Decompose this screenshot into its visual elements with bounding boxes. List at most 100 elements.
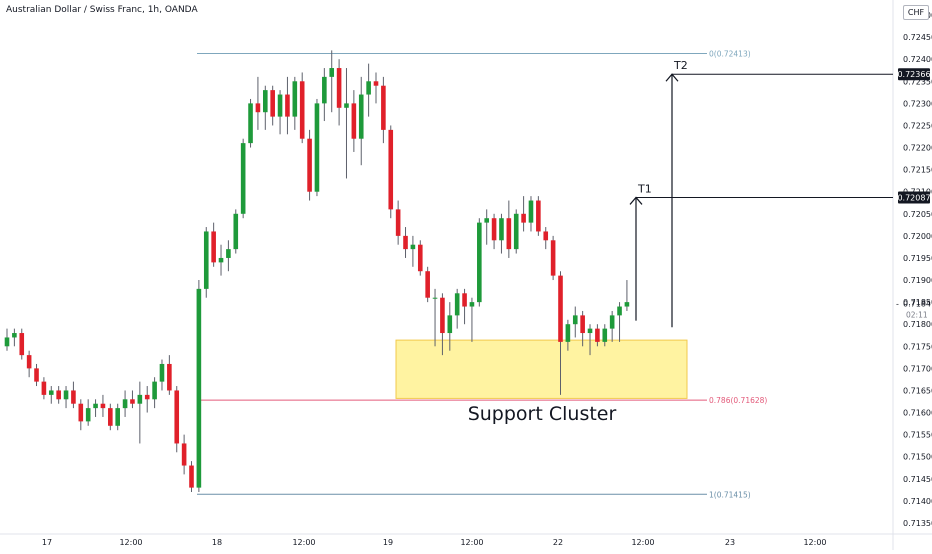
currency-label[interactable]: CHF — [903, 5, 929, 20]
candle-body — [469, 302, 475, 307]
candle-body — [181, 443, 187, 466]
candle — [181, 434, 187, 475]
x-tick-label: 23 — [725, 538, 735, 547]
candle-body — [410, 244, 416, 250]
candle — [388, 125, 394, 219]
candle-body — [314, 103, 320, 192]
last-price-tick: - — [896, 299, 899, 308]
candle-body — [550, 240, 556, 276]
candle — [189, 461, 194, 493]
candle-body — [609, 315, 615, 329]
candle — [130, 390, 135, 409]
candle — [425, 266, 430, 303]
candle — [167, 355, 172, 395]
candle — [572, 306, 578, 338]
candle — [373, 72, 379, 104]
candle-body — [240, 143, 246, 214]
last-price-label: 0.71847 — [903, 299, 932, 308]
candle-body — [513, 213, 519, 250]
candle — [299, 72, 305, 144]
candle — [484, 209, 489, 245]
candle-body — [285, 94, 290, 117]
candle-body — [477, 222, 482, 303]
candle-body — [203, 231, 209, 289]
candle-body — [130, 399, 135, 404]
candle-body — [189, 465, 194, 488]
candle-body — [152, 381, 157, 400]
candle-body — [270, 90, 275, 117]
candle — [395, 200, 401, 245]
candle — [381, 76, 386, 144]
candle — [462, 288, 467, 325]
candle — [4, 328, 10, 351]
candle-body — [263, 90, 268, 113]
x-tick-label: 12:00 — [631, 538, 654, 547]
candle — [137, 381, 143, 444]
price-marker — [898, 191, 930, 204]
candle — [34, 363, 39, 387]
candle-body — [196, 288, 202, 488]
candle-body — [26, 355, 32, 369]
candle-body — [521, 213, 526, 223]
candle — [211, 222, 216, 267]
candle-body — [144, 394, 150, 400]
candle — [174, 386, 180, 453]
candle — [19, 328, 25, 360]
candle-body — [417, 244, 423, 272]
candle-body — [499, 218, 504, 241]
x-tick-label: 22 — [553, 538, 563, 547]
candle-body — [233, 213, 239, 250]
candle-body — [299, 81, 305, 139]
candle — [491, 213, 497, 250]
candle — [196, 280, 202, 493]
candle-body — [248, 103, 253, 144]
candle — [558, 271, 563, 395]
candle-body — [358, 94, 364, 139]
candle-body — [462, 293, 467, 307]
candle — [218, 244, 224, 276]
candle — [122, 390, 128, 417]
candle — [307, 129, 312, 201]
candle-body — [432, 297, 438, 299]
candle-body — [440, 297, 445, 334]
candle — [152, 377, 157, 409]
candle-body — [12, 333, 17, 338]
candle-body — [491, 218, 497, 241]
candle — [270, 85, 275, 126]
candle — [78, 399, 84, 431]
candle-body — [366, 81, 371, 95]
candle — [314, 98, 320, 197]
price-marker-label: 0.72366 — [897, 70, 930, 79]
candle — [322, 68, 327, 122]
candle-body — [115, 408, 120, 426]
candle-body — [122, 399, 128, 409]
candle — [417, 240, 423, 276]
candle-body — [292, 81, 298, 117]
x-tick-label: 17 — [42, 538, 52, 547]
candle — [403, 227, 408, 258]
candle — [624, 280, 630, 311]
fib-level-label: 0.786(0.71628) — [709, 396, 767, 405]
candle — [85, 399, 91, 426]
candle-body — [226, 249, 231, 258]
candle — [336, 59, 342, 126]
fib-level-label: 0(0.72413) — [709, 49, 751, 58]
chart-title: Australian Dollar / Swiss Franc, 1h, OAN… — [6, 5, 198, 15]
candle-body — [167, 363, 172, 391]
candle — [440, 293, 445, 356]
candle — [292, 76, 298, 130]
candle-body — [425, 271, 430, 298]
candle — [93, 399, 98, 417]
candle-body — [351, 103, 357, 139]
price-marker-label: 0.72087 — [897, 193, 930, 202]
